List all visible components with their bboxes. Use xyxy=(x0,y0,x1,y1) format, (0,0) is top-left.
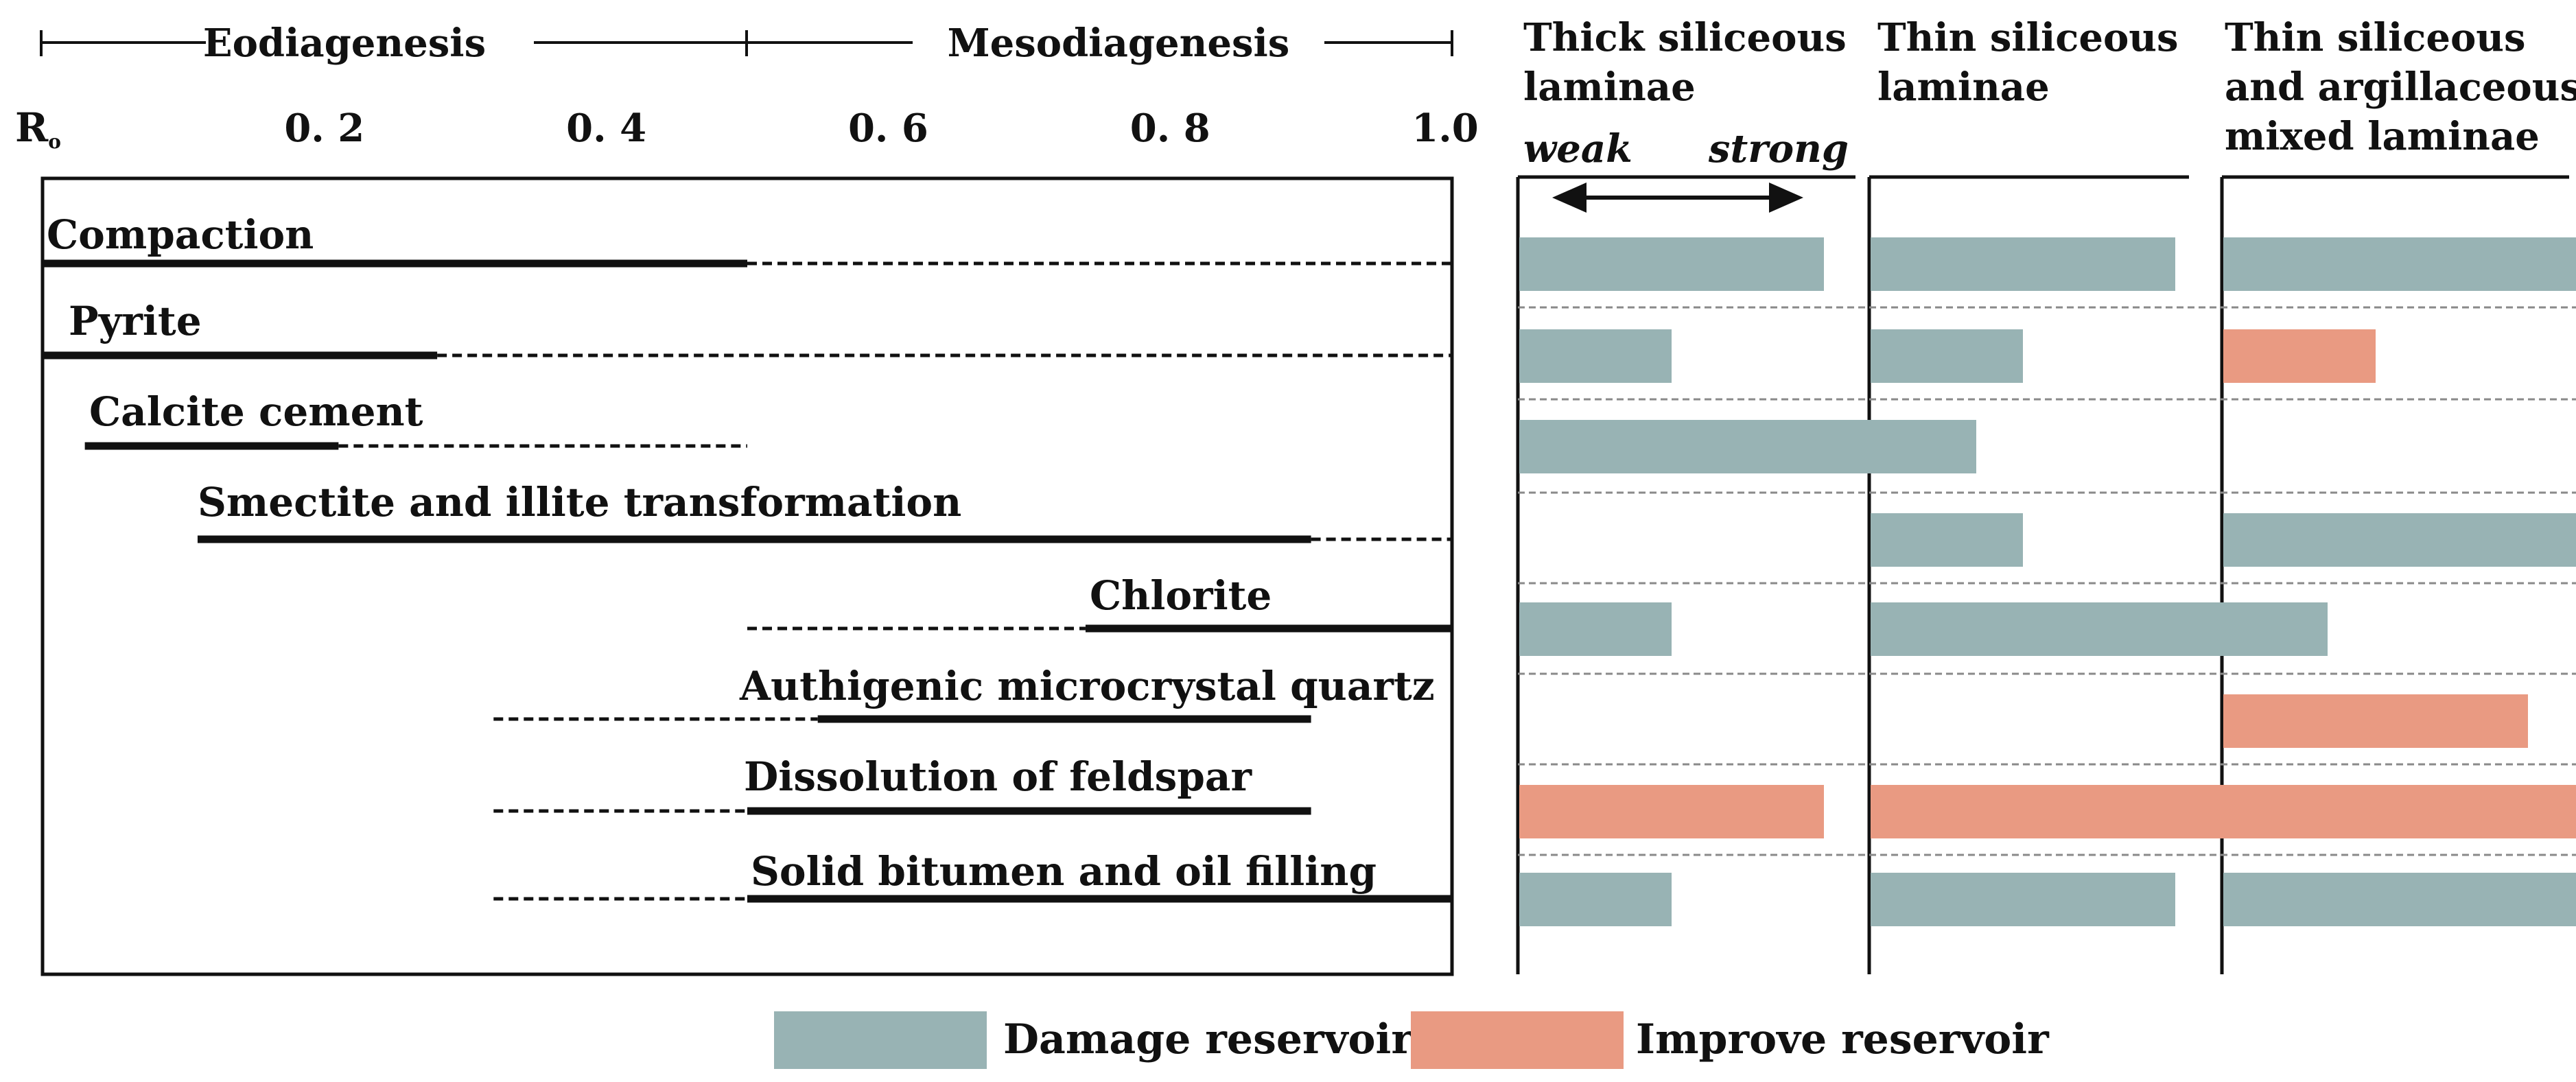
legend-damage-label: Damage reservoir xyxy=(1003,1015,1414,1063)
stage-mesodiagenesis: Mesodiagenesis xyxy=(948,21,1290,66)
axis-label-r: R xyxy=(15,104,49,151)
scale-weak: weak xyxy=(1523,126,1632,172)
damage-bar xyxy=(1519,237,1824,291)
col2-title-line2: laminae xyxy=(1877,64,2050,110)
col1-title-line1: Thick siliceous xyxy=(1523,15,1847,60)
damage-bar xyxy=(1519,873,1672,926)
ro-axis: Ro 0. 2 0. 4 0. 6 0. 8 1.0 xyxy=(15,104,1479,153)
legend-damage-swatch xyxy=(774,1011,987,1069)
col1-title-line2: laminae xyxy=(1523,64,1696,110)
process-label: Smectite and illite transformation xyxy=(198,479,961,526)
col3-title-line3: mixed laminae xyxy=(2225,114,2540,159)
process-label: Authigenic microcrystal quartz xyxy=(739,663,1435,709)
stage-eodiagenesis: Eodiagenesis xyxy=(203,21,486,66)
process-lines xyxy=(43,259,1452,903)
improve-bar xyxy=(2223,785,2576,838)
damage-bar xyxy=(1871,873,2175,926)
process-label: Chlorite xyxy=(1090,572,1272,619)
axis-tick-label: 0. 4 xyxy=(566,106,646,151)
damage-bar xyxy=(2223,513,2576,567)
improve-bar xyxy=(2223,329,2376,383)
process-labels: Compaction Pyrite Calcite cement Smectite a… xyxy=(47,211,1435,895)
damage-bar xyxy=(1871,237,2175,291)
laminae-headers: Thick siliceous laminae weak strong Thin… xyxy=(1523,15,2576,213)
double-arrow-icon xyxy=(1552,183,1803,213)
scale-strong: strong xyxy=(1708,126,1849,172)
row-separators xyxy=(1518,306,2576,856)
damage-bar xyxy=(1871,329,2023,383)
improve-bar xyxy=(1519,785,1824,838)
col3-title-line1: Thin siliceous xyxy=(2225,15,2526,60)
axis-tick-label: 0. 6 xyxy=(848,106,928,151)
improve-bar xyxy=(2223,694,2528,748)
stage-header: Eodiagenesis Mesodiagenesis xyxy=(40,21,1453,66)
process-label: Calcite cement xyxy=(89,388,423,435)
axis-tick-label: 0. 8 xyxy=(1130,106,1210,151)
process-panel-frame xyxy=(40,176,1454,976)
damage-bar xyxy=(1519,602,1672,656)
col3-title-line2: and argillaceous xyxy=(2225,64,2576,110)
laminae-panel-lines xyxy=(1516,175,2569,974)
col2-title-line1: Thin siliceous xyxy=(1877,15,2179,60)
axis-label-o: o xyxy=(48,130,61,153)
process-label: Pyrite xyxy=(69,298,202,344)
axis-tick-label: 0. 2 xyxy=(284,106,364,151)
damage-bar xyxy=(1871,602,2328,656)
axis-tick-labels: 0. 2 0. 4 0. 6 0. 8 1.0 xyxy=(284,106,1478,151)
legend: Damage reservoir Improve reservoir xyxy=(774,1011,2050,1069)
damage-bar xyxy=(1871,513,2023,567)
legend-improve-swatch xyxy=(1411,1011,1624,1069)
damage-bar xyxy=(2223,237,2576,291)
process-label: Compaction xyxy=(47,211,314,258)
process-label: Dissolution of feldspar xyxy=(744,753,1252,800)
impact-bars xyxy=(1519,237,2576,926)
damage-bar xyxy=(1519,420,1976,473)
damage-bar xyxy=(1519,329,1672,383)
process-label: Solid bitumen and oil filling xyxy=(751,848,1377,895)
axis-label-ro: Ro xyxy=(15,104,61,153)
legend-improve-label: Improve reservoir xyxy=(1636,1015,2050,1063)
axis-tick-label: 1.0 xyxy=(1412,106,1478,151)
damage-bar xyxy=(2223,873,2576,926)
